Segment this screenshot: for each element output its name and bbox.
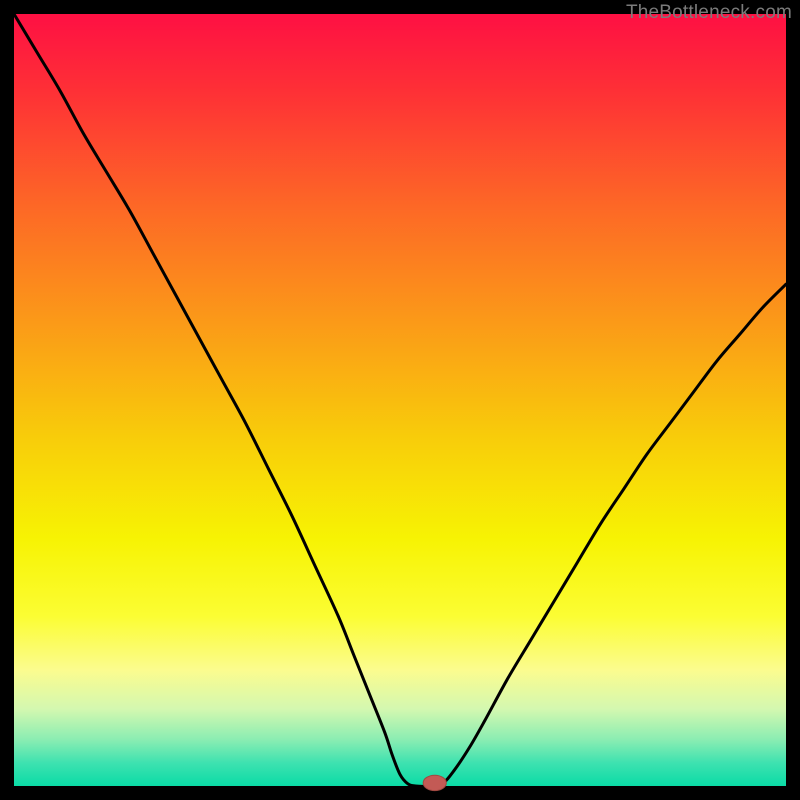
watermark-label: TheBottleneck.com xyxy=(626,2,792,24)
bottleneck-chart xyxy=(0,0,800,800)
chart-background xyxy=(14,14,786,786)
minimum-marker xyxy=(423,775,446,790)
